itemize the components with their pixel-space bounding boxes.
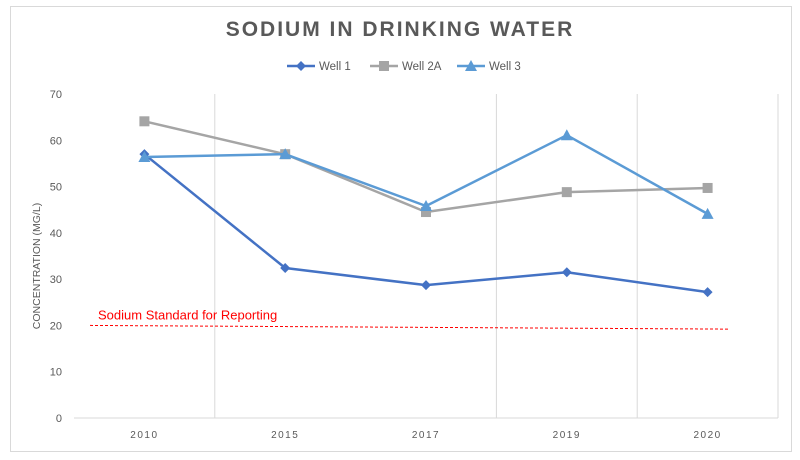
data-point: [702, 287, 713, 298]
legend-marker: [296, 61, 306, 71]
chart-frame: [10, 6, 792, 452]
data-point: [701, 207, 714, 219]
data-point: [561, 187, 572, 198]
reporting-standard-line: [89, 324, 731, 330]
chart-title: SODIUM IN DRINKING WATER: [225, 18, 575, 41]
data-point: [560, 129, 573, 141]
y-tick-label: 50: [50, 182, 62, 194]
data-point: [421, 280, 431, 291]
y-tick-label: 40: [50, 228, 62, 240]
data-point: [421, 207, 431, 218]
x-tick-label: 2019: [553, 430, 581, 441]
legend-label: Well 3: [489, 61, 521, 73]
data-point: [702, 182, 713, 193]
y-tick-label: 0: [56, 413, 62, 425]
legend-label: Well 2A: [402, 61, 442, 73]
data-point: [138, 150, 151, 162]
y-tick-label: 60: [50, 135, 62, 147]
legend-marker: [379, 61, 389, 71]
y-tick-label: 30: [50, 274, 62, 286]
legend-label: Well 1: [319, 61, 351, 73]
y-tick-label: 20: [50, 320, 62, 332]
data-point: [139, 116, 150, 127]
y-axis-label: CONCENTRATION (MG/L): [31, 203, 43, 329]
data-point: [420, 200, 432, 212]
data-point: [561, 267, 572, 278]
reporting-standard-label: Sodium Standard for Reporting: [98, 307, 277, 322]
data-point: [279, 148, 292, 160]
y-tick-label: 10: [50, 367, 62, 379]
x-tick-label: 2015: [271, 430, 299, 441]
series-line-well-1: [143, 153, 708, 294]
x-tick-label: 2017: [412, 430, 440, 441]
data-point: [280, 263, 291, 274]
legend-marker: [465, 60, 477, 71]
y-tick-label: 70: [50, 89, 62, 101]
x-tick-label: 2020: [693, 430, 721, 441]
x-tick-label: 2010: [130, 430, 158, 441]
